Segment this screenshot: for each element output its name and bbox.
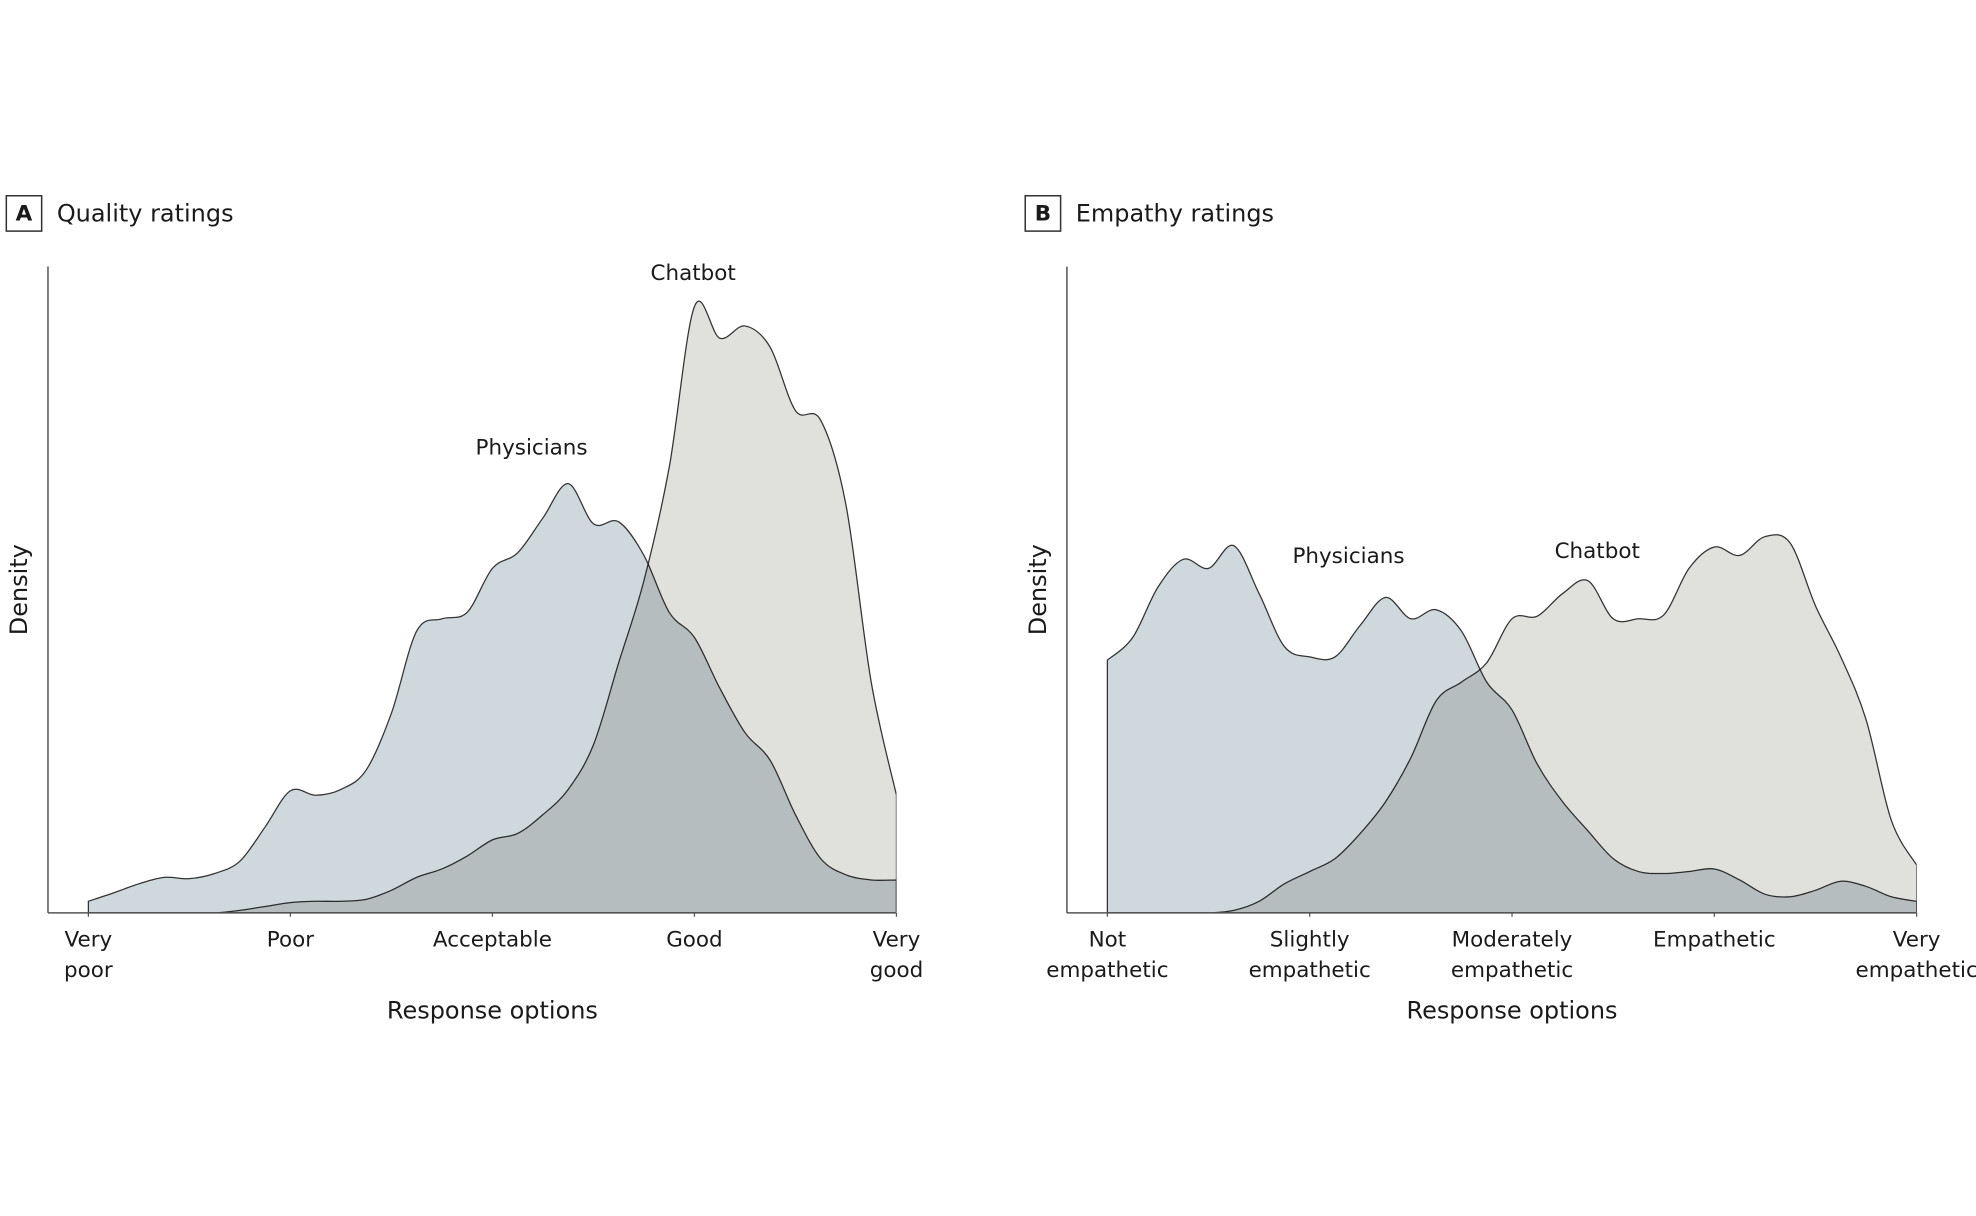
x-tick-label: Acceptable	[433, 928, 552, 953]
x-tick-label: Moderately empathetic	[1451, 928, 1573, 983]
density-area	[88, 300, 897, 913]
tick-line: Moderately	[1452, 928, 1573, 953]
tick-line: Very	[873, 928, 921, 953]
x-tick-label: Not empathetic	[1046, 928, 1168, 983]
tick-line: Very	[1893, 928, 1941, 953]
x-tick-label: Poor	[267, 928, 314, 953]
panel-letter-box	[1024, 194, 1062, 232]
panel-letter-box	[5, 194, 43, 232]
panel: A Quality ratings Physicians Chatbot Very poo…	[5, 194, 923, 1024]
tick-line: good	[870, 958, 923, 983]
tick-line: Slightly	[1270, 928, 1350, 953]
x-tick-label: Very poor	[64, 928, 113, 983]
x-axis-label: Response options	[1407, 996, 1618, 1024]
panel-letter: A	[16, 202, 33, 227]
x-tick-label: Very good	[870, 928, 923, 983]
panel: B Empathy ratings Physicians Chatbot Not empa…	[1024, 194, 1976, 1024]
density-area	[1107, 534, 1917, 913]
tick-line: empathetic	[1249, 958, 1371, 983]
y-axis-label: Density	[1024, 544, 1052, 635]
x-tick-label: Good	[666, 928, 723, 953]
x-tick-label: Empathetic	[1653, 928, 1776, 953]
series-label: Chatbot	[1555, 539, 1640, 564]
tick-line: empathetic	[1451, 958, 1573, 983]
panel-letter: B	[1035, 202, 1051, 227]
panel-title: Empathy ratings	[1076, 200, 1274, 228]
tick-line: empathetic	[1856, 958, 1976, 983]
series-label: Physicians	[476, 435, 588, 460]
series-label: Physicians	[1292, 544, 1404, 569]
y-axis-label: Density	[5, 544, 33, 635]
tick-line: empathetic	[1046, 958, 1168, 983]
tick-line: Not	[1089, 928, 1127, 953]
x-axis-label: Response options	[387, 996, 598, 1024]
panel-title: Quality ratings	[57, 200, 234, 228]
tick-line: Very	[65, 928, 113, 953]
series-label: Chatbot	[651, 261, 736, 286]
tick-line: poor	[64, 958, 113, 983]
x-tick-label: Slightly empathetic	[1249, 928, 1371, 983]
x-tick-label: Very empathetic	[1856, 928, 1976, 983]
